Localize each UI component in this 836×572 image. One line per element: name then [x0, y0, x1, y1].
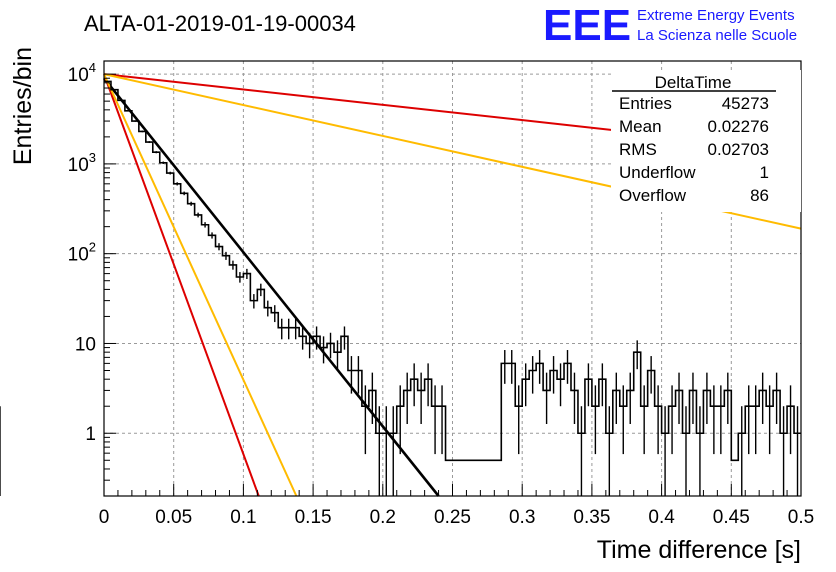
- x-tick-label: 0.45: [713, 507, 750, 528]
- eee-logo-line2: La Scienza nelle Scuole: [637, 27, 797, 44]
- x-tick-label: 0.5: [788, 507, 814, 528]
- x-tick-label: 0.1: [230, 507, 256, 528]
- y-axis-label: Entries/bin: [9, 47, 37, 165]
- fit-curve: [103, 73, 260, 497]
- stats-row-label: Mean: [619, 117, 662, 136]
- x-axis-ticks: 0 0.05 0.1 0.15 0.2 0.25 0.3 0.35 0.4 0.45 0.5: [99, 484, 814, 528]
- stats-box: DeltaTime Entries 45273 Mean 0.02276 RMS 0.02…: [611, 70, 801, 212]
- stats-row-value: 1: [760, 163, 769, 182]
- y-tick-label: 103: [68, 150, 96, 176]
- stats-row-value: 0.02703: [708, 140, 769, 159]
- eee-logo: EEE Extreme Energy Events La Scienza nel…: [543, 1, 797, 50]
- fit-curve: [102, 77, 440, 497]
- x-tick-label: 0.3: [509, 507, 535, 528]
- stats-row-value: 86: [750, 186, 769, 205]
- x-tick-label: 0.25: [434, 507, 471, 528]
- stats-row-label: Overflow: [619, 186, 687, 205]
- y-tick-label: 104: [68, 60, 96, 86]
- y-tick-label: 1: [85, 424, 96, 445]
- x-tick-label: 0.2: [370, 507, 396, 528]
- stats-row-value: 0.02276: [708, 117, 769, 136]
- eee-logo-mark: EEE: [543, 1, 631, 50]
- x-tick-label: 0.05: [155, 507, 192, 528]
- histogram: [0, 80, 801, 496]
- fit-curve: [103, 73, 298, 497]
- x-tick-label: 0.15: [295, 507, 332, 528]
- stats-row-label: RMS: [619, 140, 657, 159]
- grid: [104, 61, 801, 496]
- stats-row-value: 45273: [722, 94, 769, 113]
- chart-title: ALTA-01-2019-01-19-00034: [84, 11, 356, 36]
- x-tick-label: 0.4: [648, 507, 675, 528]
- stats-row-label: Underflow: [619, 163, 696, 182]
- stats-box-background: [611, 70, 801, 212]
- stats-title: DeltaTime: [655, 73, 732, 92]
- x-tick-label: 0.35: [573, 507, 610, 528]
- fit-curves: [102, 73, 802, 497]
- x-axis-label: Time difference [s]: [597, 536, 801, 564]
- y-tick-label: 10: [75, 334, 96, 355]
- y-axis-ticks: 1 10 102 103 104: [68, 60, 116, 481]
- x-tick-label: 0: [99, 507, 110, 528]
- eee-logo-line1: Extreme Energy Events: [637, 7, 795, 24]
- y-tick-label: 102: [68, 240, 96, 266]
- stats-row-label: Entries: [619, 94, 672, 113]
